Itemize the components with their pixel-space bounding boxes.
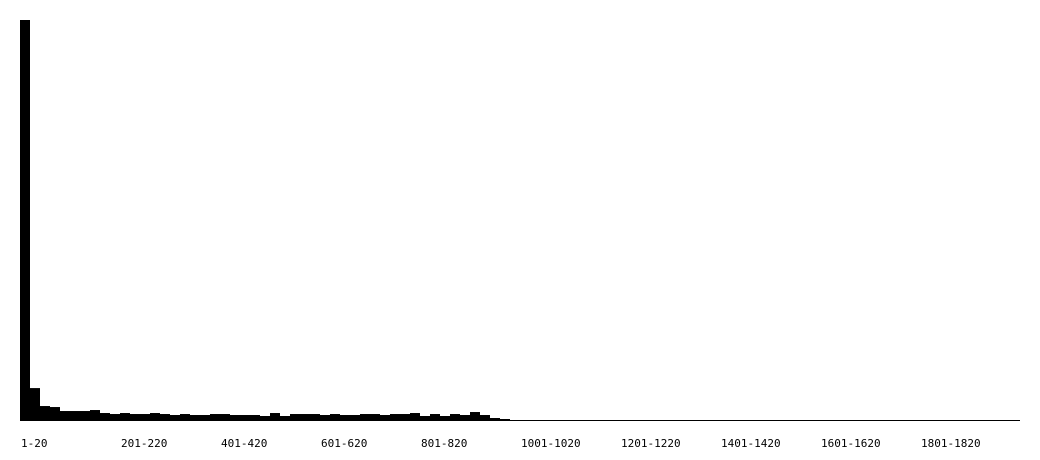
bar-941-960 [490,418,500,420]
bar-421-440 [230,415,240,420]
bar-901-920 [470,412,480,420]
bar-561-580 [300,414,310,420]
bar-661-680 [350,415,360,420]
bar-761-780 [400,414,410,420]
bar-221-240 [130,414,140,420]
bar-681-700 [360,414,370,420]
bar-861-880 [450,414,460,420]
bar-701-720 [370,414,380,420]
x-tick-label: 1201-1220 [621,437,681,450]
x-tick-label: 1001-1020 [521,437,581,450]
bar-261-280 [150,413,160,420]
bar-361-380 [200,415,210,420]
bar-541-560 [290,414,300,420]
bar-321-340 [180,414,190,420]
bar-741-760 [390,414,400,420]
bar-181-200 [110,414,120,420]
bar-41-60 [40,406,50,420]
bar-921-940 [480,415,490,420]
x-tick-label: 401-420 [221,437,267,450]
bar-441-460 [240,415,250,420]
x-tick-labels: 1-20 201-220 401-420 601-620 801-820 1001-102… [21,437,981,450]
bar-521-540 [280,416,290,420]
bar-621-640 [330,414,340,420]
bars-layer [20,20,510,420]
bar-201-220 [120,413,130,420]
bar-1-20 [20,20,30,420]
bar-241-260 [140,414,150,420]
x-tick-label: 1-20 [21,437,48,450]
bar-301-320 [170,415,180,420]
bar-121-140 [80,411,90,420]
bar-281-300 [160,414,170,420]
bar-461-480 [250,415,260,420]
bar-581-600 [310,414,320,420]
bar-801-820 [420,416,430,420]
x-tick-label: 1601-1620 [821,437,881,450]
bar-381-400 [210,414,220,420]
bar-961-980 [500,419,510,420]
bar-501-520 [270,413,280,420]
bar-81-100 [60,411,70,420]
bar-21-40 [30,388,40,420]
bar-141-160 [90,410,100,420]
bar-601-620 [320,415,330,420]
bar-401-420 [220,414,230,420]
x-tick-label: 201-220 [121,437,167,450]
bar-101-120 [70,411,80,420]
bar-341-360 [190,415,200,420]
bar-781-800 [410,413,420,420]
bar-161-180 [100,413,110,420]
bar-841-860 [440,416,450,420]
bar-61-80 [50,407,60,420]
x-tick-label: 801-820 [421,437,467,450]
bar-481-500 [260,416,270,420]
bar-641-660 [340,415,350,420]
x-tick-label: 601-620 [321,437,367,450]
bar-881-900 [460,415,470,420]
bar-821-840 [430,414,440,420]
x-tick-label: 1401-1420 [721,437,781,450]
x-tick-label: 1801-1820 [921,437,981,450]
bar-721-740 [380,415,390,420]
